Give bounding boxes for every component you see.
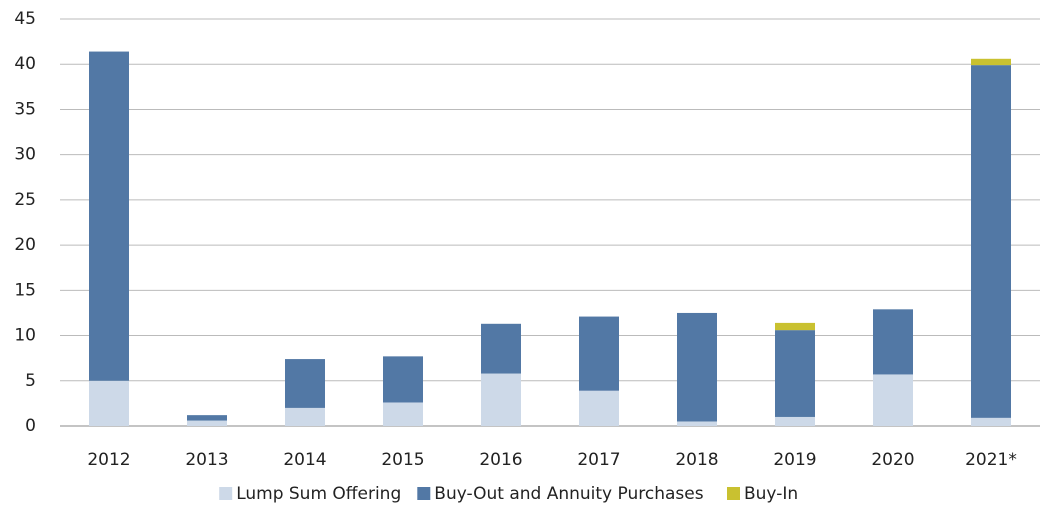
y-tick-label: 40 [14,54,36,74]
legend-label: Buy-Out and Annuity Purchases [434,484,703,504]
bar-segment [579,316,619,391]
bar-segment [89,51,129,381]
bar-segment [481,323,521,374]
x-tick-label: 2015 [381,450,424,470]
bar-segment [775,416,815,426]
x-tick-label: 2021* [965,450,1017,470]
x-tick-label: 2020 [871,450,914,470]
bar-segment [873,374,913,426]
legend-swatch [417,487,431,500]
bar-segment [677,421,717,426]
bar-segment [89,380,129,426]
x-tick-label: 2016 [479,450,522,470]
bar-segment [775,322,815,331]
y-tick-label: 0 [25,416,36,436]
y-tick-label: 20 [14,235,36,255]
x-tick-label: 2014 [283,450,326,470]
bar-segment [383,402,423,426]
bar-segment [579,390,619,426]
bar-segment [187,420,227,426]
y-tick-label: 30 [14,145,36,165]
x-tick-label: 2019 [773,450,816,470]
x-tick-label: 2012 [87,450,130,470]
y-tick-label: 25 [14,190,36,210]
bar-segment [383,356,423,403]
y-tick-label: 15 [14,280,36,300]
x-tick-label: 2013 [185,450,228,470]
x-tick-label: 2017 [577,450,620,470]
bar-segment [873,309,913,375]
bar-segment [677,312,717,422]
bar-segment [971,417,1011,426]
bar-segment [775,330,815,417]
bar-segment [285,407,325,426]
y-tick-label: 5 [25,371,36,391]
bar-segment [971,58,1011,66]
bar-segment [481,373,521,426]
x-tick-label: 2018 [675,450,718,470]
legend-swatch [727,487,740,500]
bar-segment [285,359,325,408]
bar-segment [971,65,1011,418]
legend-swatch [219,487,233,500]
y-tick-label: 10 [14,326,36,346]
y-tick-label: 45 [14,9,36,29]
legend-label: Buy-In [744,484,798,504]
y-tick-label: 35 [14,99,36,119]
bar-segment [187,415,227,421]
legend-label: Lump Sum Offering [236,484,401,504]
